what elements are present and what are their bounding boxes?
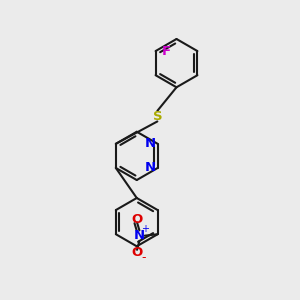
Text: +: + — [141, 224, 149, 234]
Text: N: N — [145, 137, 156, 150]
Text: O: O — [131, 213, 143, 226]
Text: N: N — [145, 161, 156, 175]
Text: O: O — [131, 246, 143, 259]
Text: S: S — [152, 110, 162, 123]
Text: F: F — [162, 45, 171, 58]
Text: -: - — [141, 251, 146, 264]
Text: N: N — [134, 229, 145, 242]
